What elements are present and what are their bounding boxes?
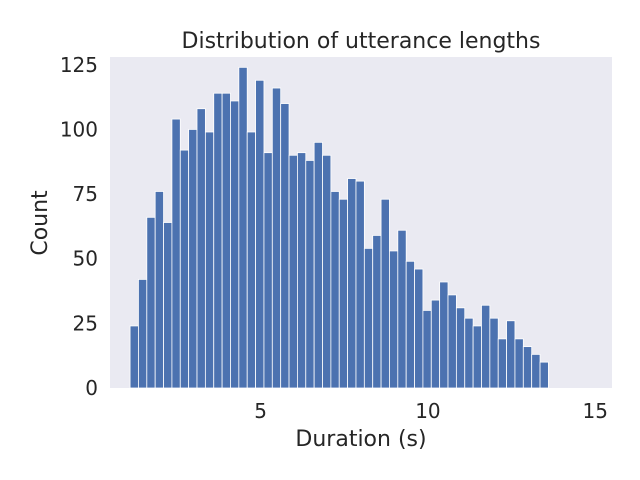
histogram-bar [447, 294, 457, 389]
histogram-bar [129, 325, 139, 389]
bars-group [129, 66, 549, 389]
y-tick-label: 100 [60, 117, 98, 141]
y-axis-ticks: 0 25 50 75 100 125 [60, 53, 98, 400]
histogram-bar [514, 338, 524, 389]
histogram-bar [347, 178, 357, 389]
histogram-bar [372, 235, 382, 389]
x-tick-label: 15 [583, 399, 608, 423]
histogram-bar [489, 317, 499, 389]
histogram-bar [188, 129, 198, 389]
histogram-bar [363, 247, 374, 389]
histogram-bar [464, 317, 474, 389]
y-tick-label: 50 [73, 247, 98, 271]
histogram-bar [531, 353, 541, 389]
histogram-bar [539, 361, 549, 389]
histogram-bar [196, 108, 206, 389]
y-tick-label: 0 [85, 376, 98, 400]
x-tick-label: 5 [254, 399, 267, 423]
histogram-bar [221, 92, 231, 389]
histogram-bar [405, 260, 415, 389]
y-axis-label: Count [28, 190, 53, 256]
histogram-bar [439, 281, 449, 389]
y-tick-label: 25 [73, 311, 98, 335]
histogram-bar [204, 131, 215, 389]
histogram-bar [497, 338, 507, 389]
histogram-bar [472, 325, 482, 389]
histogram-bar [389, 250, 399, 389]
histogram-bar [380, 198, 390, 389]
histogram-bar [255, 79, 265, 389]
chart-title: Distribution of utterance lengths [182, 29, 541, 54]
x-axis-label: Duration (s) [295, 427, 426, 452]
histogram-bar [481, 304, 491, 389]
histogram-bar [154, 191, 164, 389]
histogram-bar [414, 268, 424, 389]
histogram-bar [263, 152, 273, 389]
y-tick-label: 75 [73, 182, 98, 206]
histogram-bar [330, 191, 340, 389]
histogram-bar [455, 307, 466, 389]
histogram-bar [338, 198, 349, 389]
histogram-bar [280, 103, 290, 389]
histogram-bar [422, 310, 432, 389]
histogram-bar [430, 299, 441, 389]
histogram-bar [397, 229, 407, 389]
histogram-bar [230, 100, 240, 389]
histogram-bar [522, 346, 533, 389]
histogram-bar [355, 180, 365, 389]
histogram-bar [305, 160, 315, 389]
histogram-bar [238, 66, 248, 389]
y-tick-label: 125 [60, 53, 98, 77]
histogram-bar [506, 320, 516, 389]
histogram-bar [171, 118, 181, 389]
histogram-bar [297, 152, 307, 389]
histogram-bar [163, 222, 173, 389]
histogram-bar [246, 131, 256, 389]
histogram-bar [288, 154, 298, 389]
histogram-bar [271, 87, 282, 389]
histogram-bar [322, 154, 332, 389]
x-tick-label: 10 [415, 399, 440, 423]
histogram-bar [138, 278, 148, 389]
histogram-bar [313, 141, 323, 389]
histogram-bar [146, 216, 156, 389]
histogram-bar [179, 149, 190, 389]
histogram-bar [213, 92, 223, 389]
x-axis-ticks: 5 10 15 [254, 399, 608, 423]
